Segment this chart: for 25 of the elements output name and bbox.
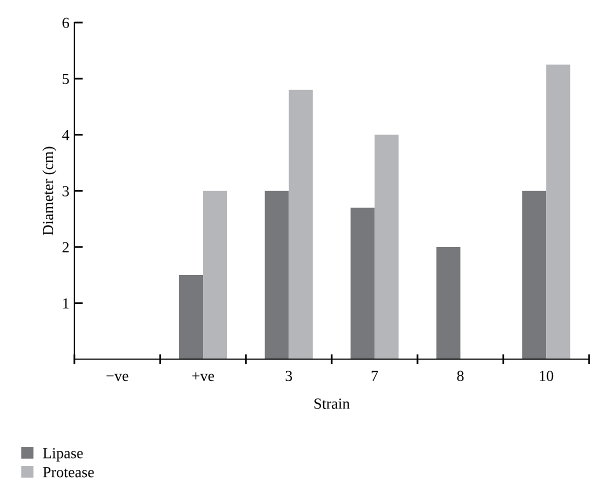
bar [522, 190, 546, 360]
y-axis-title: Diameter (cm) [42, 146, 56, 236]
x-tick-label: 10 [540, 370, 554, 382]
y-tick-label: 6 [62, 18, 70, 28]
bar [374, 134, 399, 360]
bar [288, 90, 313, 360]
bar [350, 208, 375, 360]
bar [436, 246, 460, 360]
x-tick-label: 3 [286, 370, 292, 382]
y-tick-label: 5 [62, 74, 69, 84]
y-tick-label: 1 [63, 298, 69, 308]
x-axis-title: Strain [314, 398, 350, 409]
x-tick-label: 8 [457, 370, 464, 382]
y-tick-label: 2 [62, 242, 69, 252]
x-tick-label: 7 [372, 370, 378, 381]
legend-label: Protease [43, 467, 94, 478]
bar [264, 190, 289, 360]
bar [179, 275, 204, 360]
y-tick-label: 4 [62, 130, 70, 140]
bar [546, 64, 570, 360]
x-tick-label: −ve [106, 374, 128, 382]
x-tick-label: +ve [192, 372, 214, 382]
y-tick-label: 3 [62, 186, 69, 196]
bar [203, 190, 228, 360]
legend-label: Lipase [43, 448, 83, 462]
